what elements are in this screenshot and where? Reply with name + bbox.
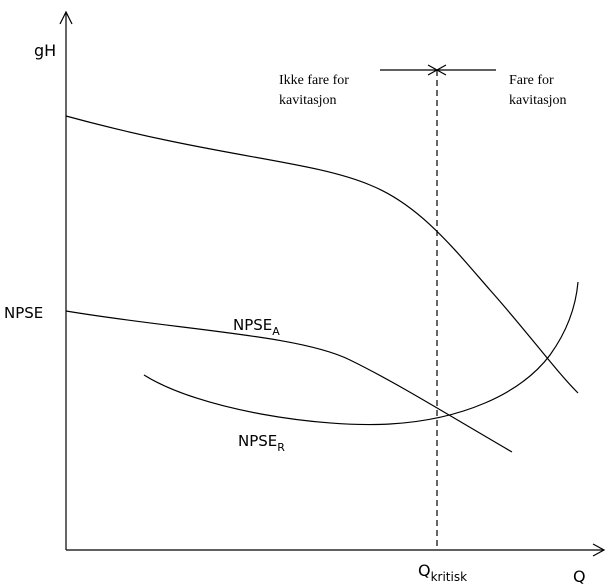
x-axis-label: Q — [573, 567, 586, 584]
npse-r-curve — [143, 281, 579, 426]
cavitation-line1: Fare for — [509, 73, 554, 88]
npse-r-subscript: R — [277, 441, 285, 454]
x-axis-arrowhead — [592, 543, 606, 557]
critical-arrows — [380, 64, 496, 76]
npse-a-subscript: A — [272, 325, 280, 338]
axes — [59, 10, 606, 557]
q-kritisk-label: Qkritisk — [418, 561, 467, 584]
no-cavitation-line1: Ikke fare for — [279, 73, 349, 88]
y-axis-arrowhead — [59, 10, 73, 25]
pump-head-curve — [65, 115, 579, 394]
npse-r-label: NPSER — [238, 432, 285, 454]
y-axis-label: gH — [34, 41, 56, 60]
q-kritisk-subscript: kritisk — [431, 570, 468, 584]
npse-a-label: NPSEA — [233, 316, 280, 338]
right-arrowhead — [435, 64, 447, 76]
npse-tick-label: NPSE — [4, 304, 43, 322]
q-kritisk-main: Q — [418, 561, 431, 580]
cavitation-line2: kavitasjon — [509, 93, 567, 108]
npse-a-main: NPSE — [233, 316, 272, 334]
npse-a-curve — [65, 310, 513, 453]
no-cavitation-line2: kavitasjon — [279, 93, 337, 108]
npse-r-main: NPSE — [238, 432, 277, 450]
